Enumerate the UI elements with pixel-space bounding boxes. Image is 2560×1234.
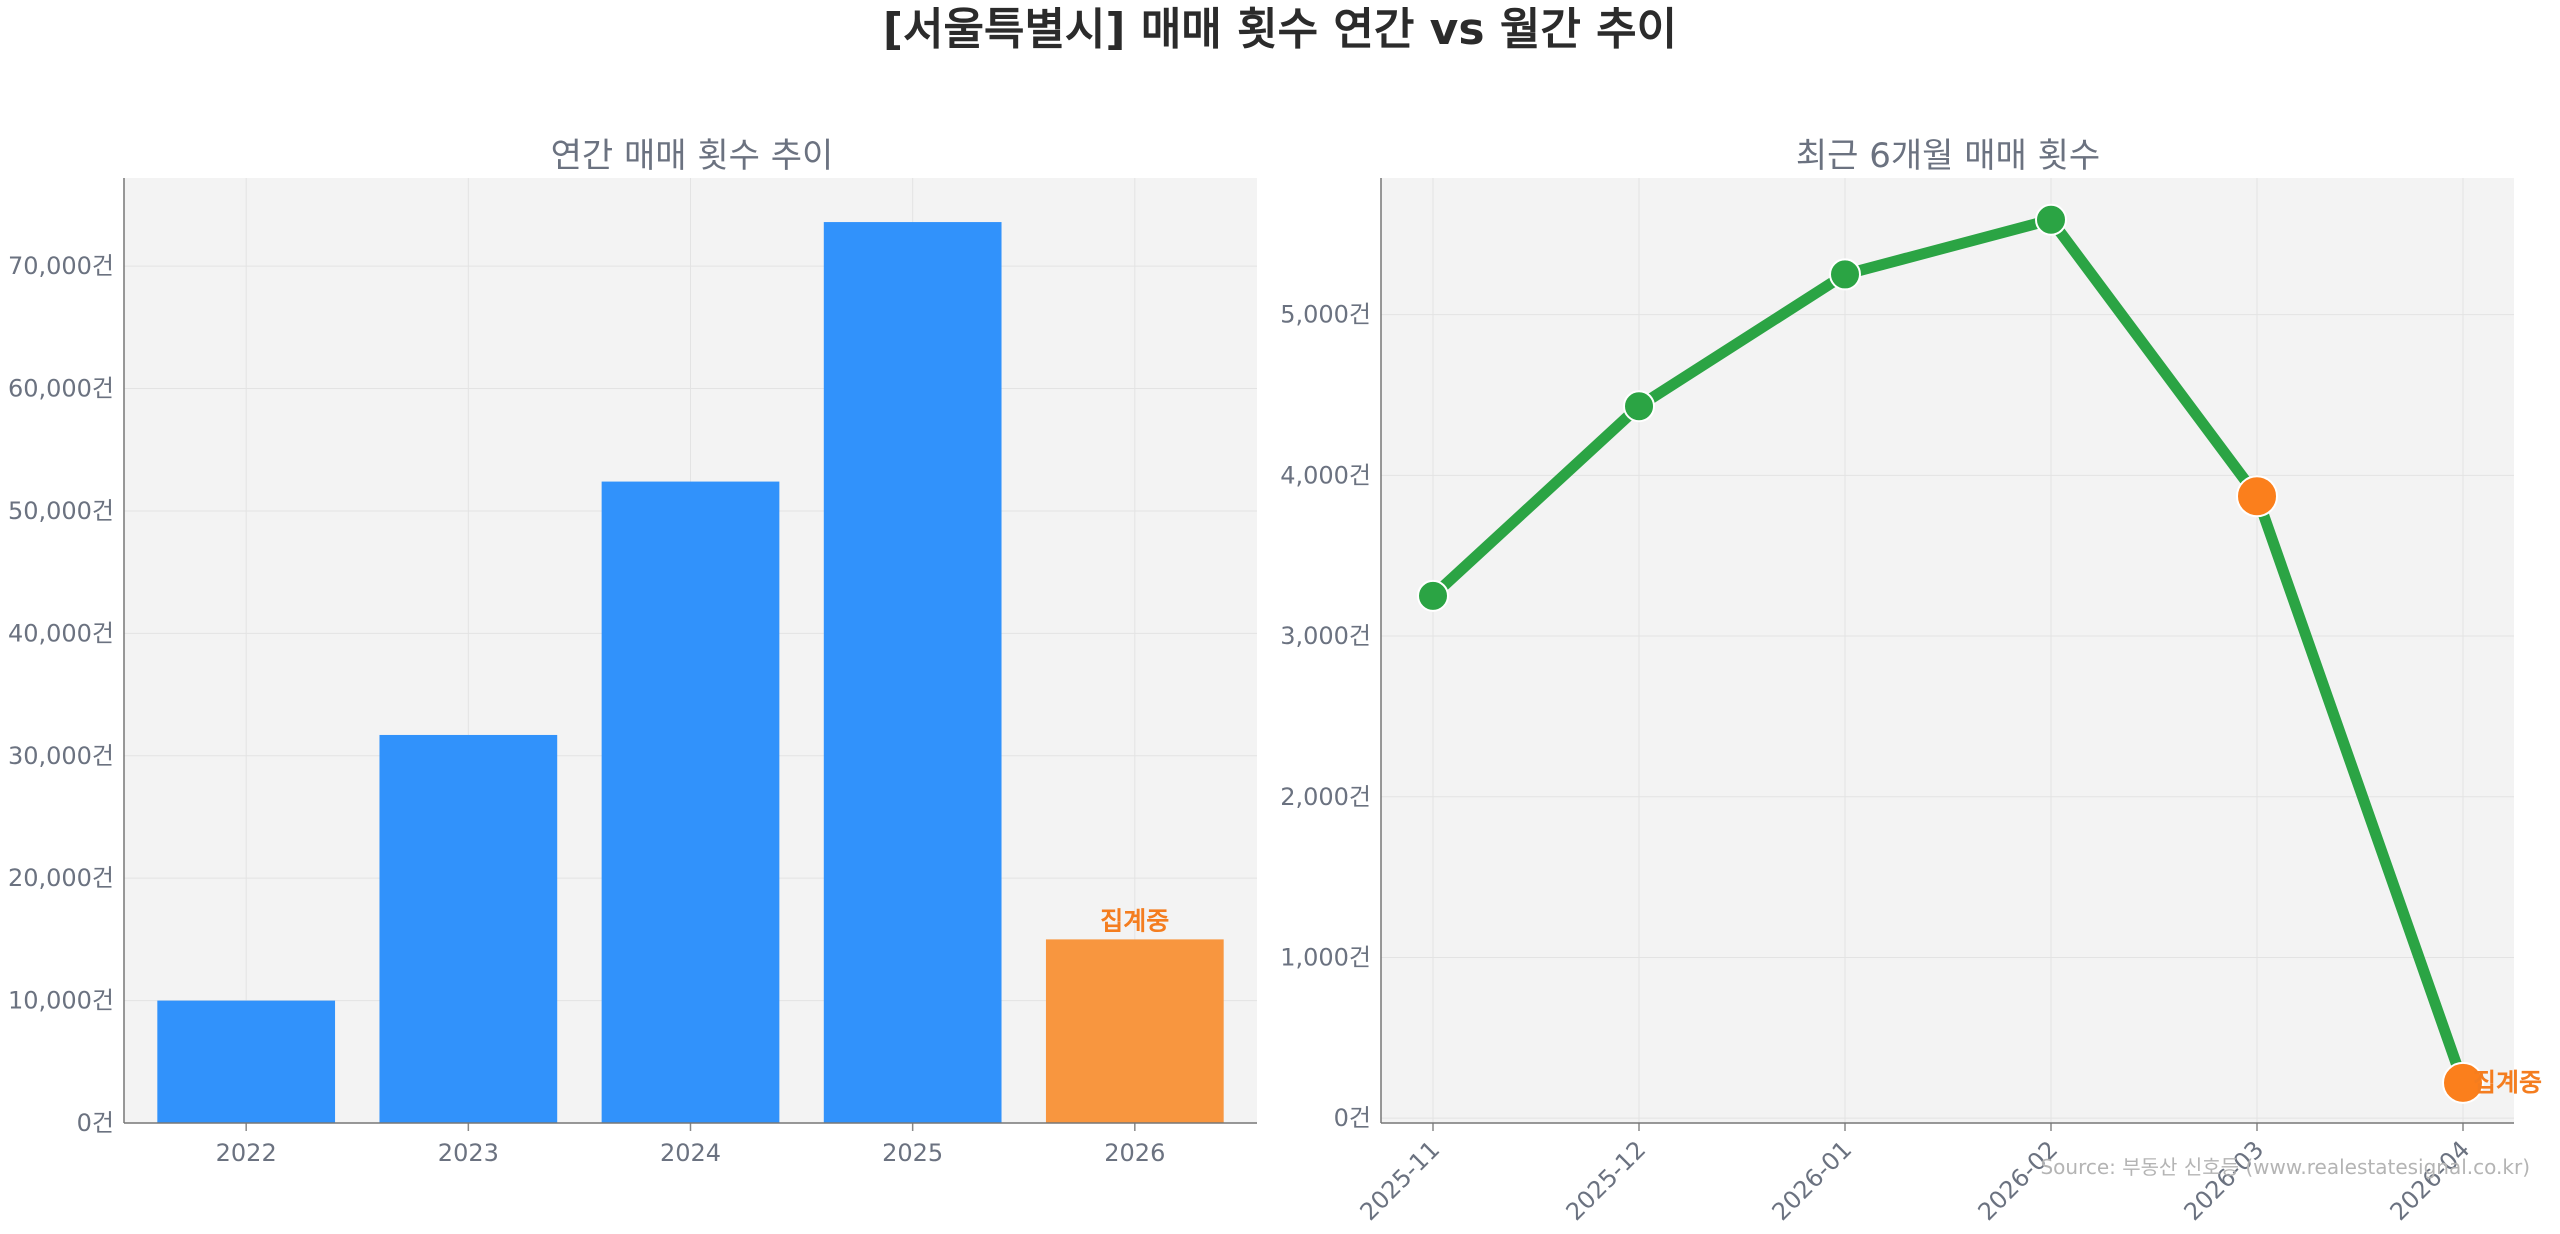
y-tick-label: 30,000건 (8, 742, 114, 770)
point-2026-03 (2236, 475, 2278, 518)
point-2025-11 (1417, 579, 1449, 612)
x-tick-label: 2023 (438, 1139, 499, 1167)
y-tick-label: 0건 (1334, 1104, 1371, 1132)
x-tick-label: 2025-12 (1561, 1135, 1652, 1226)
bar-2024 (601, 481, 780, 1123)
y-tick-label: 50,000건 (8, 497, 114, 525)
y-tick-label: 4,000건 (1280, 461, 1371, 489)
monthly-series-line (1427, 214, 2469, 1089)
bar-2023 (379, 734, 558, 1123)
annual-chart-title: 연간 매매 횟수 추이 (551, 136, 834, 176)
bar-2025 (823, 222, 1002, 1123)
y-tick-label: 5,000건 (1280, 301, 1371, 329)
y-tick-label: 40,000건 (8, 619, 114, 647)
point-2026-04 (2442, 1061, 2484, 1104)
x-tick-label: 2025-11 (1355, 1135, 1446, 1226)
y-tick-label: 0건 (77, 1109, 114, 1137)
y-tick-label: 10,000건 (8, 987, 114, 1015)
x-tick-label: 2024 (660, 1139, 721, 1167)
x-tick-label: 2022 (216, 1139, 277, 1167)
y-tick-label: 20,000건 (8, 864, 114, 892)
x-tick-label: 2026-03 (2179, 1135, 2270, 1226)
y-tick-label: 60,000건 (8, 375, 114, 403)
annotation-label: 집계중 (2473, 1068, 2542, 1097)
point-2026-02 (2035, 203, 2067, 236)
y-tick-label: 70,000건 (8, 252, 114, 280)
monthly-line-chart: 최근 6개월 매매 횟수 0건 1,000건 2,000건 3,000건 4,000건 5… (1280, 136, 2542, 1226)
y-tick-label: 3,000건 (1280, 622, 1371, 650)
bar-2026 (1045, 939, 1224, 1123)
y-tick-label: 1,000건 (1280, 943, 1371, 971)
point-2025-12 (1623, 390, 1655, 423)
x-tick-label: 2025 (882, 1139, 943, 1167)
x-tick-label: 2026-04 (2385, 1135, 2476, 1226)
monthly-chart-title: 최근 6개월 매매 횟수 (1796, 136, 2100, 176)
figure-title: [서울특별시] 매매 횟수 연간 vs 월간 추이 (882, 4, 1678, 55)
y-tick-label: 2,000건 (1280, 783, 1371, 811)
source-note: Source: 부동산 신호등 (www.realestatesignal.co… (2040, 1155, 2530, 1179)
x-tick-label: 2026-02 (1973, 1135, 2064, 1226)
annotation-label: 집계중 (1100, 906, 1169, 935)
point-2026-01 (1829, 258, 1861, 291)
plot-background (1381, 178, 2514, 1123)
x-tick-label: 2026-01 (1767, 1135, 1858, 1226)
bar-2022 (157, 1000, 336, 1123)
annual-bar-chart: 연간 매매 횟수 추이 0건 10,000건 20,000건 30,000건 40,00… (8, 136, 1257, 1167)
x-tick-label: 2026 (1104, 1139, 1165, 1167)
